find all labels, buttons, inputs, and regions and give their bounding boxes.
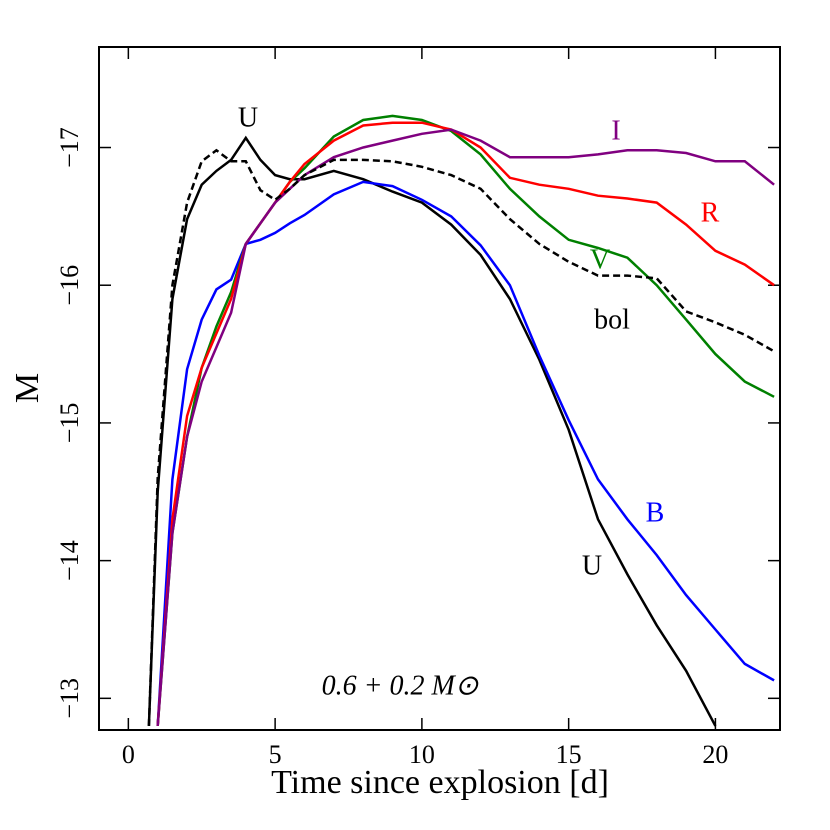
plot-area — [147, 114, 775, 727]
x-tick-label: 15 — [556, 740, 582, 769]
series-label: R — [701, 197, 720, 228]
y-axis-label: M — [9, 373, 46, 403]
annotation: 0.6 + 0.2 M⊙ — [322, 670, 479, 701]
series-label: U — [238, 102, 258, 133]
series-line — [147, 135, 717, 727]
series-label: V — [590, 244, 610, 275]
plot-frame — [98, 46, 781, 731]
x-tick-label: 10 — [409, 740, 435, 769]
series-line — [147, 148, 775, 726]
x-axis-label: Time since explosion [d] — [271, 764, 609, 801]
series-line — [156, 121, 775, 726]
y-tick-label: −17 — [55, 127, 84, 168]
series-line — [156, 128, 775, 726]
series-label: bol — [594, 304, 630, 335]
y-tick-label: −16 — [55, 265, 84, 306]
series-line — [156, 114, 775, 726]
x-tick-label: 20 — [702, 740, 728, 769]
series-label: U — [582, 550, 602, 581]
series-label: B — [646, 497, 665, 528]
series-line — [156, 180, 775, 726]
x-tick-label: 0 — [122, 740, 135, 769]
x-tick-label: 5 — [269, 740, 282, 769]
series-label: I — [611, 115, 620, 146]
y-tick-label: −13 — [55, 678, 84, 719]
y-tick-label: −15 — [55, 403, 84, 444]
y-tick-label: −14 — [55, 540, 84, 581]
